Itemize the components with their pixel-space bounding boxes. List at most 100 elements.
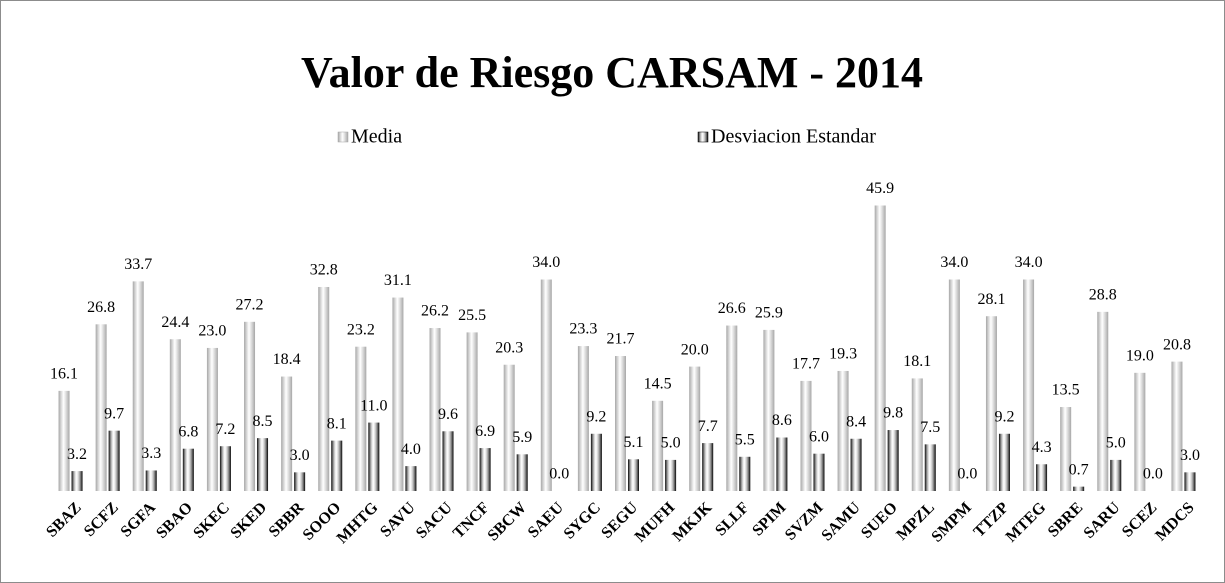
- bar: [132, 281, 144, 491]
- bar: [503, 364, 515, 491]
- value-label: 5.1: [624, 434, 644, 451]
- bar: [466, 332, 478, 491]
- value-label: 33.7: [124, 256, 152, 273]
- bar: [244, 321, 256, 491]
- bar: [726, 325, 738, 491]
- bar: [590, 433, 602, 491]
- bar: [652, 400, 664, 491]
- value-label: 8.5: [253, 413, 273, 430]
- value-label: 3.0: [1180, 447, 1200, 464]
- bar: [887, 430, 899, 491]
- value-label: 34.0: [532, 254, 560, 271]
- value-label: 28.8: [1089, 287, 1117, 304]
- bar: [71, 471, 83, 491]
- value-label: 25.9: [755, 305, 783, 322]
- value-label: 17.7: [792, 356, 820, 373]
- value-label: 24.4: [161, 314, 189, 331]
- bar: [998, 433, 1010, 491]
- value-label: 27.2: [236, 296, 264, 313]
- value-label: 31.1: [384, 272, 412, 289]
- bar: [1134, 372, 1146, 491]
- value-label: 5.0: [661, 435, 681, 452]
- value-label: 18.4: [273, 351, 301, 368]
- bar: [182, 448, 194, 491]
- value-label: 34.0: [1015, 254, 1043, 271]
- value-label: 6.8: [178, 423, 198, 440]
- bar: [850, 438, 862, 491]
- value-label: 9.2: [994, 408, 1014, 425]
- bar: [1110, 459, 1122, 491]
- value-label: 5.0: [1106, 435, 1126, 452]
- value-label: 7.5: [920, 419, 940, 436]
- value-label: 3.3: [141, 445, 161, 462]
- value-label: 0.0: [549, 466, 569, 483]
- bar: [1171, 361, 1183, 491]
- value-label: 9.2: [586, 408, 606, 425]
- value-label: 20.3: [495, 339, 523, 356]
- bar: [257, 438, 269, 491]
- bar: [800, 380, 812, 491]
- legend-label: Media: [351, 126, 402, 148]
- bar: [924, 444, 936, 491]
- bar: [206, 347, 218, 491]
- value-label: 8.1: [327, 415, 347, 432]
- bar: [1184, 472, 1196, 491]
- bar: [763, 329, 775, 491]
- bar: [219, 446, 231, 491]
- value-label: 32.8: [310, 262, 338, 279]
- bar: [355, 346, 367, 491]
- bar: [331, 440, 343, 491]
- bar: [1073, 486, 1085, 491]
- value-label: 34.0: [940, 254, 968, 271]
- legend-swatch: [337, 131, 349, 143]
- value-label: 6.9: [475, 423, 495, 440]
- value-label: 9.6: [438, 406, 458, 423]
- value-label: 8.4: [846, 413, 866, 430]
- value-label: 0.0: [957, 466, 977, 483]
- value-label: 21.7: [607, 331, 635, 348]
- bar: [1060, 407, 1072, 491]
- value-label: 3.0: [290, 447, 310, 464]
- value-label: 7.7: [698, 418, 718, 435]
- value-label: 0.7: [1069, 461, 1089, 478]
- value-label: 4.3: [1032, 439, 1052, 456]
- value-label: 23.3: [569, 321, 597, 338]
- value-label: 14.5: [644, 375, 672, 392]
- bar: [615, 356, 626, 491]
- legend-label: Desviacion Estandar: [711, 126, 876, 148]
- value-label: 19.0: [1126, 347, 1154, 364]
- value-label: 20.0: [681, 341, 709, 358]
- bar: [739, 456, 751, 491]
- value-label: 5.9: [512, 429, 532, 446]
- bar: [948, 279, 960, 491]
- value-label: 45.9: [866, 180, 894, 197]
- bar: [479, 448, 491, 491]
- bar: [392, 297, 404, 491]
- value-label: 9.7: [104, 405, 124, 422]
- bar: [1097, 311, 1109, 491]
- bar: [628, 459, 639, 491]
- value-label: 25.5: [458, 307, 486, 324]
- value-label: 16.1: [50, 366, 78, 383]
- value-label: 26.2: [421, 303, 449, 320]
- value-label: 28.1: [977, 291, 1005, 308]
- bar: [405, 466, 417, 491]
- bar: [318, 286, 330, 491]
- legend-swatch: [697, 131, 709, 143]
- value-label: 20.8: [1163, 336, 1191, 353]
- bar: [985, 316, 997, 491]
- bar: [837, 370, 849, 491]
- value-label: 26.8: [87, 299, 115, 316]
- value-label: 3.2: [67, 446, 87, 463]
- bar: [689, 366, 701, 491]
- chart-title: Valor de Riesgo CARSAM - 2014: [301, 48, 923, 97]
- bar: [776, 437, 788, 491]
- value-label: 11.0: [360, 397, 387, 414]
- value-label: 9.8: [883, 405, 903, 422]
- bar: [665, 459, 677, 491]
- value-label: 23.0: [198, 323, 226, 340]
- value-label: 13.5: [1052, 382, 1080, 399]
- bar: [169, 339, 181, 491]
